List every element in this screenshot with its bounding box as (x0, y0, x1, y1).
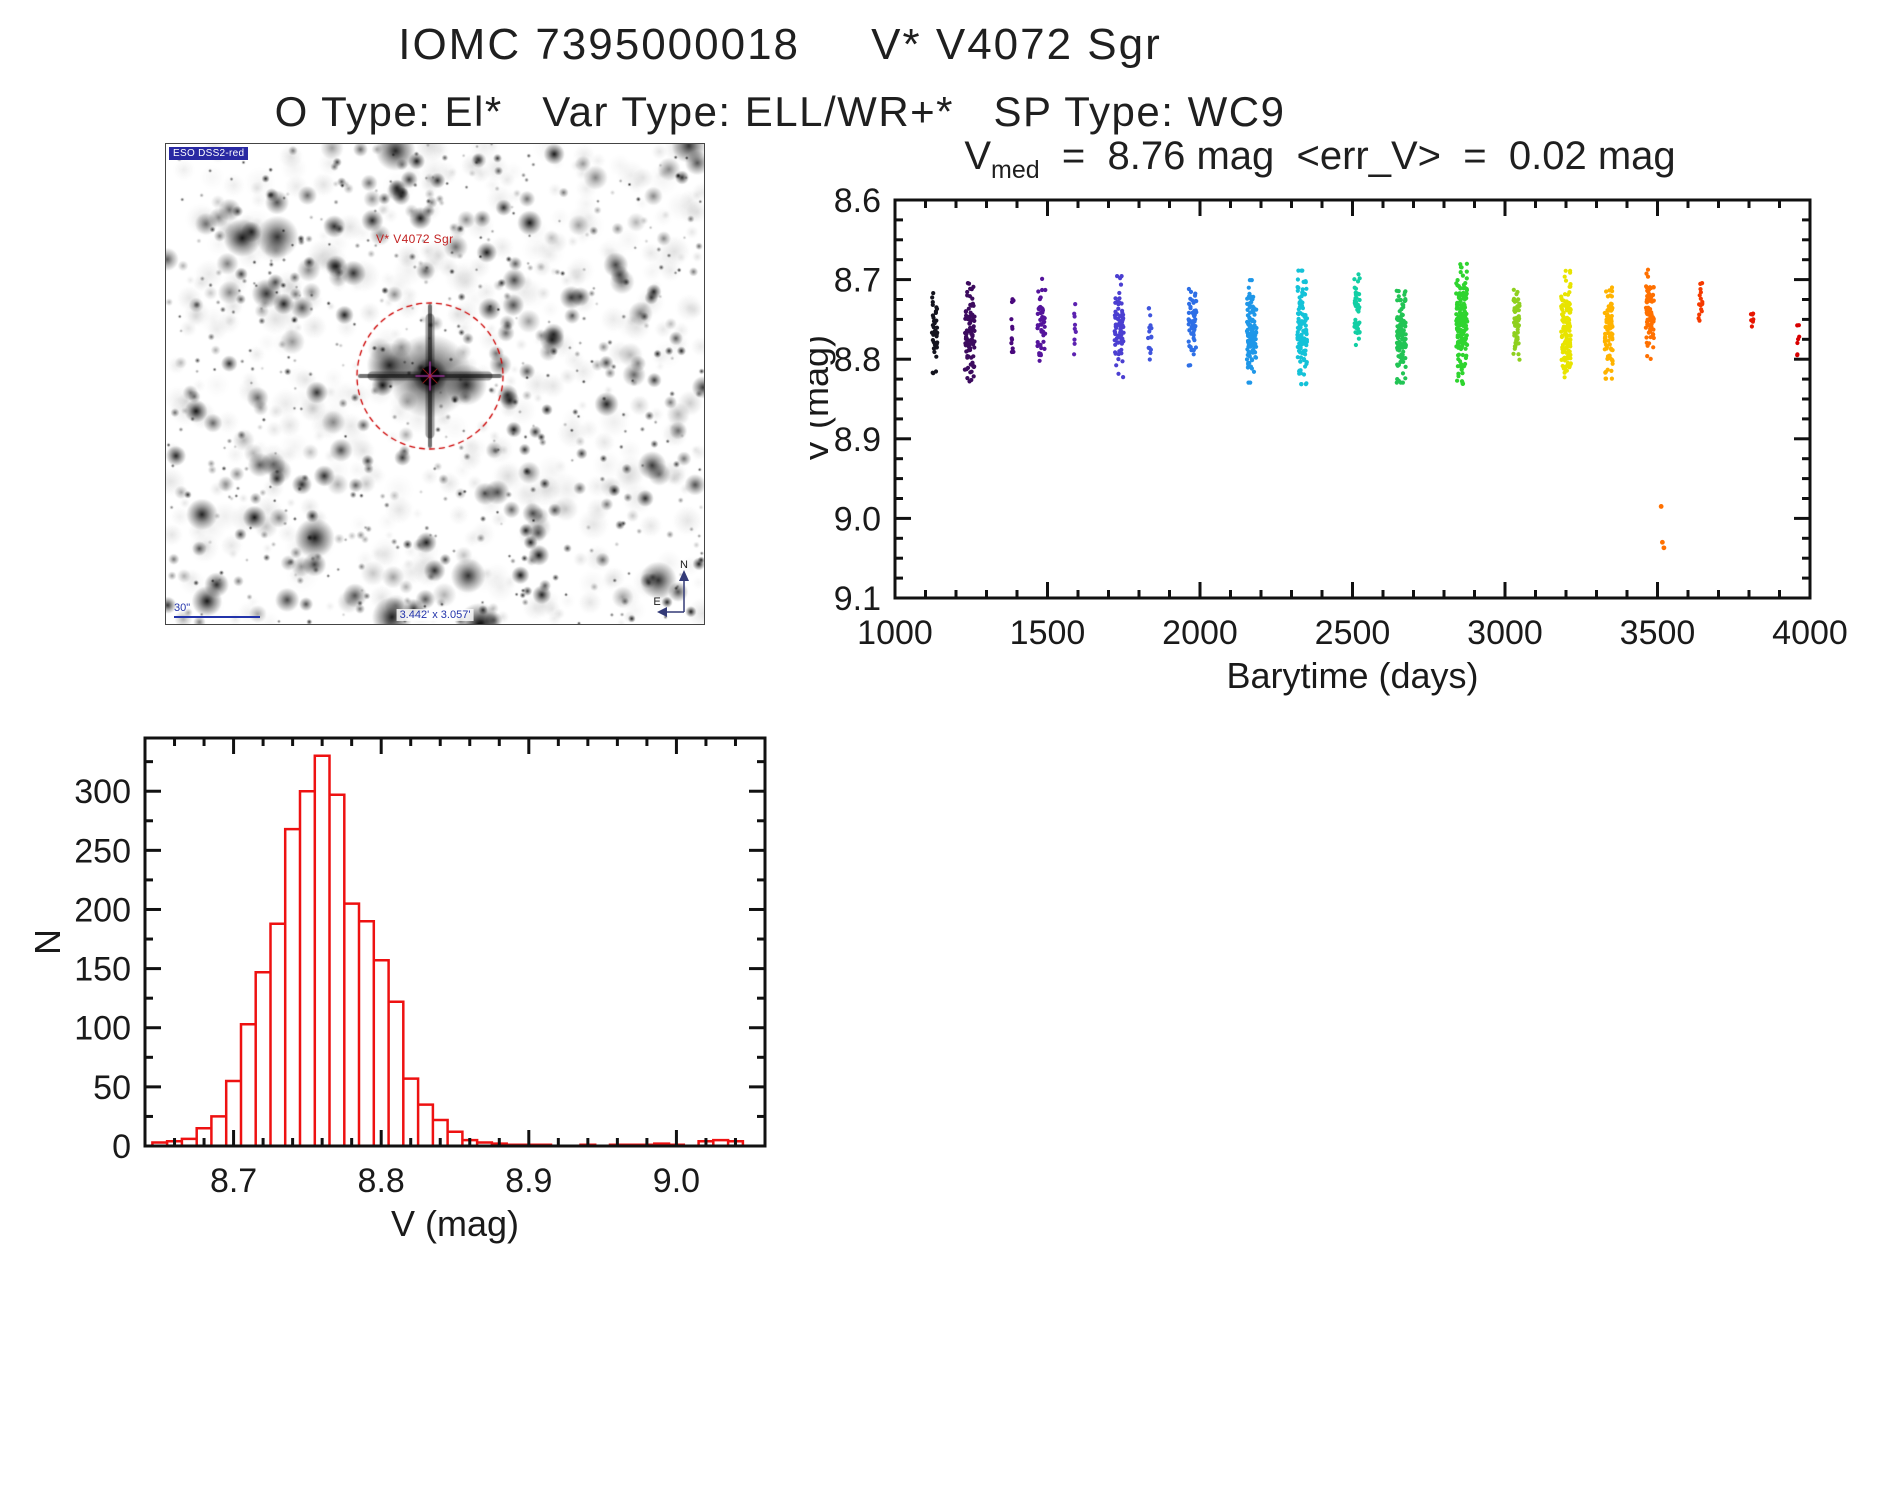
svg-text:2500: 2500 (1315, 614, 1391, 652)
star-field-image (166, 144, 704, 624)
svg-text:2000: 2000 (1162, 614, 1238, 652)
svg-text:250: 250 (74, 832, 131, 870)
svg-text:8.9: 8.9 (505, 1162, 552, 1200)
svg-text:V (mag): V (mag) (391, 1203, 519, 1244)
svg-text:8.7: 8.7 (834, 262, 881, 300)
svg-text:300: 300 (74, 773, 131, 811)
svg-text:50: 50 (93, 1069, 131, 1107)
scale-line (174, 616, 260, 618)
histogram-plot: 8.7 8.8 8.9 9.0 0 50 100 150 200 250 300 V (mag) N (30, 736, 767, 1244)
page-subtitle: O Type: El* Var Type: ELL/WR+* SP Type: … (274, 88, 1286, 135)
scale-bar: 30" (174, 603, 260, 618)
svg-text:9.1: 9.1 (834, 580, 881, 618)
lightcurve-plot: 1000 1500 2000 2500 3000 3500 4000 8.6 8.7 8.8 8.9… (810, 182, 1848, 696)
lc-title-rest: = 8.76 mag <err_V> = 0.02 mag (1039, 134, 1676, 178)
lightcurve-title: Vmed = 8.76 mag <err_V> = 0.02 mag (830, 134, 1810, 185)
target-label: V* V4072 Sgr (376, 232, 454, 246)
fov-label: 3.442' x 3.057' (396, 609, 474, 621)
finding-chart: ESO DSS2-red V* V4072 Sgr 30" 3.442' x 3… (165, 143, 705, 625)
svg-text:1000: 1000 (857, 614, 933, 652)
svg-text:8.8: 8.8 (834, 341, 881, 379)
svg-text:N: N (30, 929, 68, 955)
svg-text:3000: 3000 (1467, 614, 1543, 652)
svg-text:100: 100 (74, 1010, 131, 1048)
svg-text:8.8: 8.8 (358, 1162, 405, 1200)
svg-text:V (mag): V (mag) (810, 335, 836, 463)
svg-text:9.0: 9.0 (834, 500, 881, 538)
svg-text:3500: 3500 (1620, 614, 1696, 652)
scale-label: 30" (174, 602, 191, 614)
lc-title-subscript: med (991, 156, 1040, 184)
svg-text:N: N (680, 559, 688, 571)
svg-text:150: 150 (74, 951, 131, 989)
page-title: IOMC 7395000018 V* V4072 Sgr (398, 20, 1162, 69)
compass-icon: NE (653, 559, 689, 617)
svg-text:0: 0 (112, 1128, 131, 1166)
svg-text:8.6: 8.6 (834, 182, 881, 220)
svg-text:Barytime (days): Barytime (days) (1226, 655, 1478, 696)
svg-text:8.9: 8.9 (834, 421, 881, 459)
survey-label: ESO DSS2-red (169, 147, 249, 160)
svg-text:E: E (653, 596, 660, 608)
svg-text:200: 200 (74, 891, 131, 929)
svg-text:4000: 4000 (1772, 614, 1848, 652)
svg-text:1500: 1500 (1010, 614, 1086, 652)
svg-text:9.0: 9.0 (653, 1162, 700, 1200)
svg-text:8.7: 8.7 (210, 1162, 257, 1200)
lc-title-v: V (964, 134, 992, 178)
